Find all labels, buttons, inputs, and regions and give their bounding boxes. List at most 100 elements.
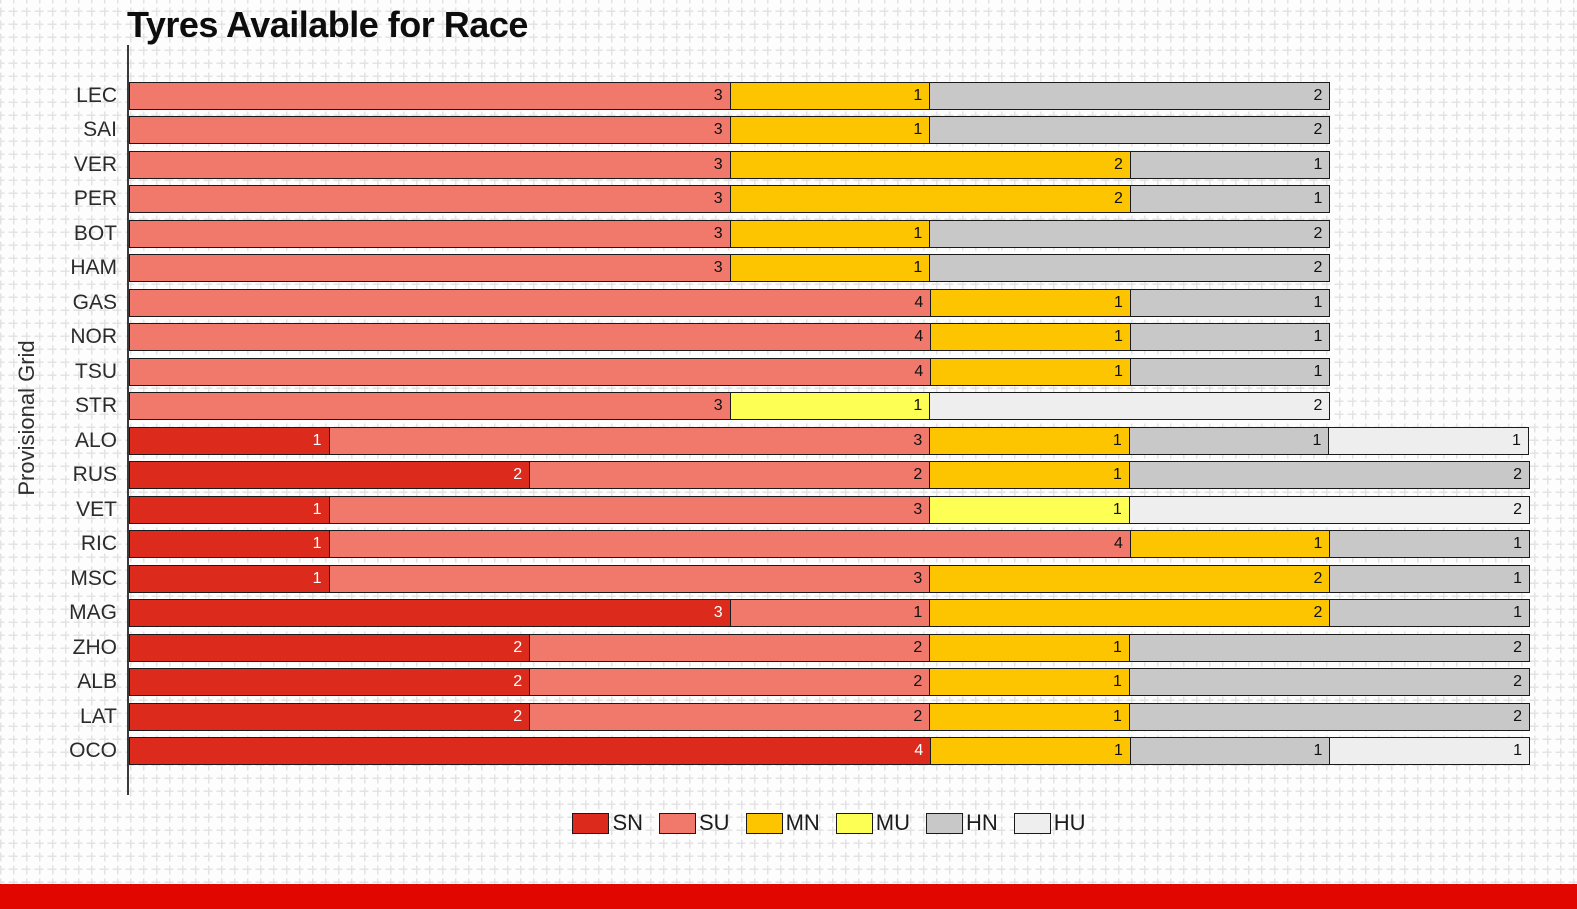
bar-value-label: 1	[913, 604, 923, 621]
bar-value-label: 3	[913, 431, 923, 449]
bar-segment-mn: 1	[929, 633, 1130, 662]
bar-row: RUS 2 2 1 2	[73, 461, 1533, 489]
bar-segment-sn: 3	[129, 599, 731, 627]
legend-item-hu: HU	[1013, 810, 1086, 836]
bar-segment-sn: 2	[129, 461, 531, 489]
bar-segment-mn: 1	[930, 288, 1131, 317]
y-tick-label: ZHO	[72, 635, 117, 659]
bar-value-label: 2	[1313, 569, 1323, 587]
bar-segment-su: 3	[129, 116, 731, 144]
bar-value-label: 1	[1513, 604, 1522, 621]
y-tick-label: NOR	[70, 325, 117, 348]
bar-value-label: 2	[513, 673, 523, 690]
bar-segment-sn: 2	[129, 668, 531, 696]
bar-value-label: 2	[1313, 86, 1323, 104]
legend-swatch-icon	[1013, 812, 1051, 834]
bar-value-label: 3	[713, 397, 723, 414]
bar-segment-hn: 1	[1129, 185, 1331, 213]
bar-row: ZHO 2 2 1 2	[73, 633, 1533, 662]
bar-value-label: 1	[1112, 466, 1122, 483]
bar-value-label: 2	[1313, 604, 1323, 621]
bar-segment-hn: 1	[1128, 426, 1330, 455]
bar-value-label: 2	[1513, 500, 1522, 518]
bar-value-label: 3	[913, 500, 923, 518]
bar-segment-hn: 2	[1128, 668, 1530, 696]
bar-value-label: 1	[1312, 431, 1322, 449]
bar-value-label: 2	[913, 638, 923, 656]
bar-value-label: 1	[312, 500, 322, 518]
legend-item-mu: MU	[835, 810, 910, 836]
bar-segment-hn: 2	[929, 219, 1331, 248]
bar-row: NOR 4 1 1	[70, 323, 1533, 351]
bar-value-label: 1	[312, 569, 322, 587]
bar-value-label: 1	[1313, 535, 1323, 552]
bar-value-label: 2	[913, 466, 923, 483]
y-tick-label: OCO	[69, 739, 117, 762]
bar-value-label: 4	[914, 293, 924, 311]
bar-segment-su: 2	[529, 702, 931, 731]
bar-value-label: 2	[1313, 224, 1323, 242]
legend-swatch-icon	[926, 812, 963, 834]
y-tick-label: STR	[75, 394, 117, 417]
bar-value-label: 1	[1512, 431, 1521, 449]
bar-segment-hn: 2	[929, 116, 1331, 144]
bar-segment-mn: 2	[729, 185, 1131, 213]
bar-segment-mn: 2	[929, 599, 1331, 627]
bar-segment-mn: 1	[729, 219, 931, 248]
bar-segment-hn: 2	[1128, 461, 1530, 489]
bar-value-label: 3	[713, 86, 723, 104]
bar-row: ALB 2 2 1 2	[77, 668, 1533, 696]
bar-segment-mn: 2	[729, 150, 1131, 179]
bar-segment-mn: 1	[729, 254, 931, 282]
legend-swatch-icon	[659, 812, 696, 834]
bar-value-label: 2	[1513, 673, 1522, 690]
y-tick-label: ALO	[74, 428, 117, 452]
bar-row: RIC 1 4 1 1	[81, 530, 1533, 558]
bar-segment-su: 1	[729, 599, 931, 627]
bar-segment-hn: 1	[1329, 564, 1530, 593]
bar-segment-su: 4	[129, 323, 932, 351]
bar-segment-hn: 1	[1129, 150, 1331, 179]
bar-value-label: 2	[1313, 397, 1323, 414]
y-tick-label: HAM	[70, 256, 117, 279]
bar-row: MAG 3 1 2 1	[69, 599, 1533, 627]
y-tick-label: LAT	[80, 704, 117, 728]
bar-value-label: 1	[312, 535, 322, 552]
bar-segment-mn: 2	[929, 564, 1331, 593]
bar-value-label: 2	[913, 707, 923, 725]
bar-value-label: 1	[1513, 535, 1522, 552]
bar-value-label: 1	[1112, 638, 1122, 656]
bar-segment-mu: 1	[929, 495, 1130, 524]
bar-value-label: 2	[513, 707, 523, 725]
bar-value-label: 1	[312, 431, 322, 449]
bar-segment-hn: 2	[929, 254, 1331, 282]
bar-value-label: 3	[713, 224, 723, 242]
bar-value-label: 1	[1513, 742, 1522, 759]
bar-value-label: 3	[713, 604, 723, 621]
bar-row: LAT 2 2 1 2	[80, 702, 1533, 731]
legend-label: SN	[612, 810, 643, 835]
bar-value-label: 1	[913, 259, 923, 276]
plot-area: LEC 3 1 2 SAI 3 1 2 VER 3 2 1 PER 3 2 1 BOT 3 1 2 HAM 3 1 2 GAS 4…	[69, 45, 1533, 795]
bar-row: STR 3 1 2	[75, 392, 1533, 420]
bar-value-label: 1	[1313, 328, 1323, 345]
chart-title: Tyres Available for Race	[127, 4, 528, 45]
bar-segment-hn: 2	[1128, 633, 1530, 662]
bar-value-label: 2	[1113, 190, 1123, 207]
y-tick-label: ALB	[77, 670, 117, 693]
bar-value-label: 1	[1113, 328, 1123, 345]
bar-value-label: 1	[1313, 742, 1323, 759]
y-tick-label: VER	[73, 152, 117, 176]
bar-segment-su: 3	[328, 564, 931, 593]
legend-label: HN	[966, 810, 998, 835]
y-tick-label: PER	[73, 187, 117, 210]
bar-segment-su: 2	[529, 633, 931, 662]
bar-row: VER 3 2 1	[74, 150, 1533, 179]
bar-segment-su: 3	[129, 219, 731, 248]
bar-value-label: 1	[1112, 500, 1122, 518]
bar-value-label: 2	[513, 638, 523, 656]
bar-segment-su: 4	[328, 530, 1131, 558]
bar-row: VET 1 3 1 2	[76, 495, 1533, 524]
bar-segment-mu: 1	[729, 392, 931, 420]
